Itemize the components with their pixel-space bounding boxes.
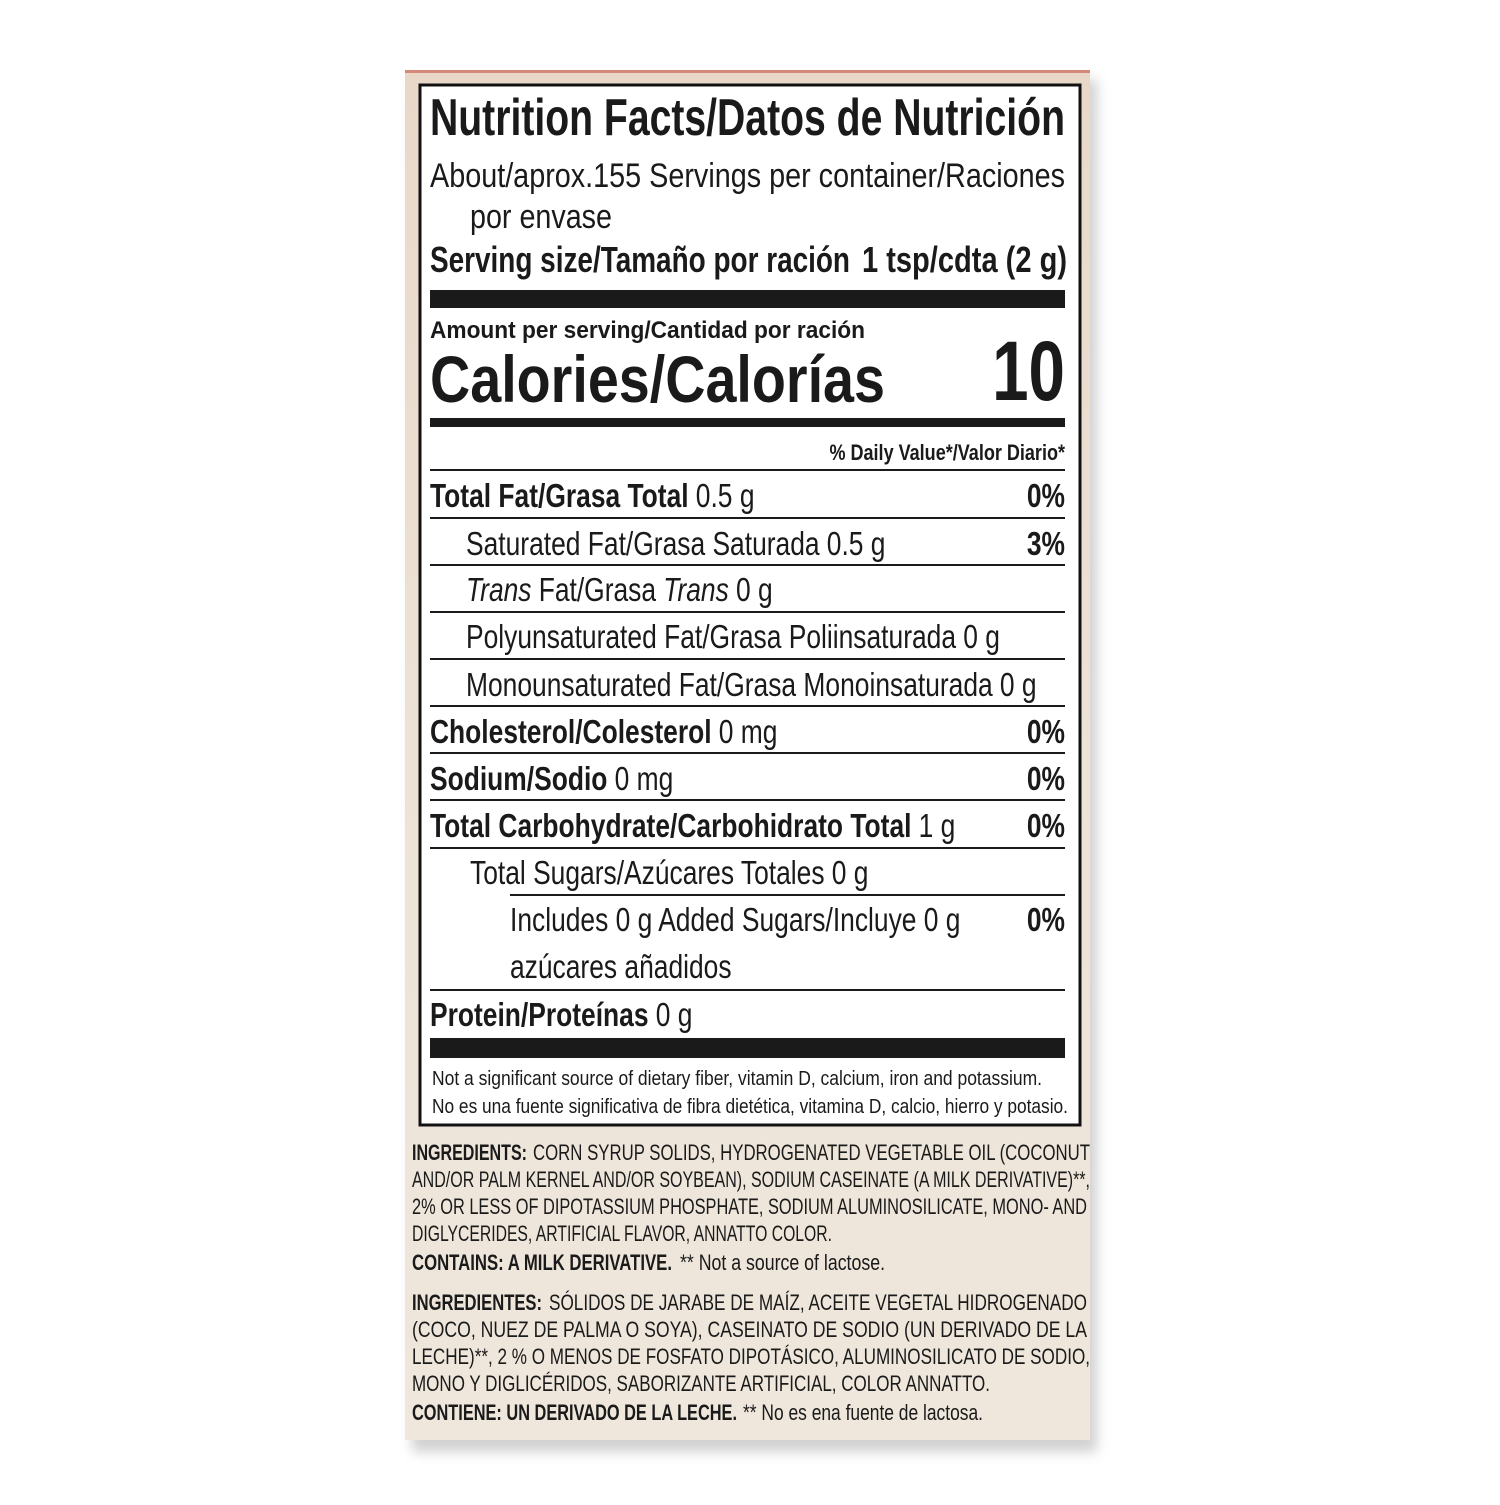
servings-per-container-cont: por envase [470, 198, 612, 236]
nutrient-row: Sodium/Sodio 0 mg [430, 761, 673, 797]
footnote: Not a significant source of dietary fibe… [432, 1068, 1042, 1090]
nutrient-row: Cholesterol/Colesterol 0 mg [430, 714, 777, 750]
nutrient-amount: 1 g [919, 808, 956, 844]
nutrient-label: Protein/Proteínas [430, 997, 649, 1033]
nutrient-label: Monounsaturated Fat/Grasa Monoinsaturada [466, 667, 993, 703]
nutrient-row: Includes 0 g Added Sugars/Incluye 0 g [510, 902, 960, 938]
daily-value: 0% [1027, 761, 1065, 797]
daily-value: 3% [1027, 526, 1065, 562]
daily-value-header: % Daily Value*/Valor Diario* [829, 441, 1065, 465]
daily-value: 0% [1027, 714, 1065, 750]
nutrient-row: Monounsaturated Fat/Grasa Monoinsaturada… [466, 667, 1037, 703]
ingredients-text: 2% OR LESS OF DIPOTASSIUM PHOSPHATE, SOD… [412, 1194, 1087, 1219]
nutrient-amount: 0.5 g [696, 478, 755, 514]
ingredients-text: AND/OR PALM KERNEL AND/OR SOYBEAN), SODI… [412, 1167, 1090, 1192]
nutrient-label-part: Trans [663, 572, 729, 608]
amount-per-serving: Amount per serving/Cantidad por ración [430, 317, 865, 344]
nutrient-row: Total Fat/Grasa Total 0.5 g [430, 478, 755, 514]
nutrient-label: Includes 0 g Added Sugars/Incluye 0 g [510, 902, 960, 938]
title: Nutrition Facts/Datos de Nutrición [430, 89, 1065, 147]
ingredients-text: (COCO, NUEZ DE PALMA O SOYA), CASEINATO … [412, 1317, 1087, 1342]
nutrient-amount: 0 mg [719, 714, 778, 750]
servings-per-container: About/aprox.155 Servings per container/R… [430, 157, 1065, 195]
thick-rule [430, 290, 1065, 308]
ingredients-text: DIGLYCERIDES, ARTIFICIAL FLAVOR, ANNATTO… [412, 1221, 832, 1246]
nutrient-label: Sodium/Sodio [430, 761, 607, 797]
nutrient-row: Saturated Fat/Grasa Saturada 0.5 g [466, 526, 885, 562]
medium-rule [430, 418, 1065, 427]
daily-value: 0% [1027, 478, 1065, 514]
nutrient-label-cont: azúcares añadidos [510, 949, 732, 985]
nutrient-row: Polyunsaturated Fat/Grasa Poliinsaturada… [466, 619, 1000, 655]
nutrient-label: Total Carbohydrate/Carbohidrato Total [430, 808, 911, 844]
nutrient-row: Trans Fat/Grasa Trans 0 g [466, 572, 773, 608]
nutrient-amount: 0 g [832, 855, 869, 891]
ingredients-text: CORN SYRUP SOLIDS, HYDROGENATED VEGETABL… [533, 1140, 1090, 1165]
nutrient-amount: 0 mg [615, 761, 674, 797]
contains-label: CONTAINS: A MILK DERIVATIVE. [412, 1250, 672, 1275]
daily-value: 0% [1027, 902, 1065, 938]
ingredients-text: MONO Y DIGLICÉRIDOS, SABORIZANTE ARTIFIC… [412, 1371, 990, 1396]
nutrient-amount: 0 g [963, 619, 1000, 655]
facts-box [418, 83, 1082, 1127]
panel-edge [405, 70, 1090, 73]
nutrient-amount: 0.5 g [827, 526, 886, 562]
thick-rule [430, 1038, 1065, 1058]
contains-label: CONTIENE: UN DERIVADO DE LA LECHE. [412, 1400, 737, 1425]
daily-value: 0% [1027, 808, 1065, 844]
nutrient-label: Total Sugars/Azúcares Totales [470, 855, 825, 891]
nutrient-amount: 0 g [1000, 667, 1037, 703]
ingredients-text: SÓLIDOS DE JARABE DE MAÍZ, ACEITE VEGETA… [549, 1290, 1087, 1315]
nutrient-label: Polyunsaturated Fat/Grasa Poliinsaturada [466, 619, 956, 655]
serving-size-label: Serving size/Tamaño por ración [430, 239, 850, 280]
nutrient-row: Total Carbohydrate/Carbohidrato Total 1 g [430, 808, 955, 844]
calories-value: 10 [992, 324, 1065, 418]
nutrient-amount: 0 g [736, 572, 773, 608]
contains-note: ** Not a source of lactose. [680, 1250, 885, 1275]
nutrient-label-part: Fat/Grasa [539, 572, 657, 608]
nutrient-row: Protein/Proteínas 0 g [430, 997, 692, 1033]
nutrient-label: Total Fat/Grasa Total [430, 478, 689, 514]
footnote: No es una fuente significativa de fibra … [432, 1096, 1068, 1118]
nutrient-label: Cholesterol/Colesterol [430, 714, 712, 750]
nutrient-row: Total Sugars/Azúcares Totales 0 g [470, 855, 868, 891]
nutrient-amount: 0 g [656, 997, 693, 1033]
ingredients-label: INGREDIENTS: [412, 1140, 527, 1165]
calories-label: Calories/Calorías [430, 342, 885, 416]
contains-note: ** No es ena fuente de lactosa. [743, 1400, 983, 1425]
thin-rule [430, 469, 1065, 471]
ingredients-label: INGREDIENTES: [412, 1290, 542, 1315]
nutrient-label-part: Trans [466, 572, 532, 608]
serving-size-value: 1 tsp/cdta (2 g) [862, 239, 1067, 280]
ingredients-text: LECHE)**, 2 % O MENOS DE FOSFATO DIPOTÁS… [412, 1344, 1090, 1369]
nutrient-label: Saturated Fat/Grasa Saturada [466, 526, 820, 562]
